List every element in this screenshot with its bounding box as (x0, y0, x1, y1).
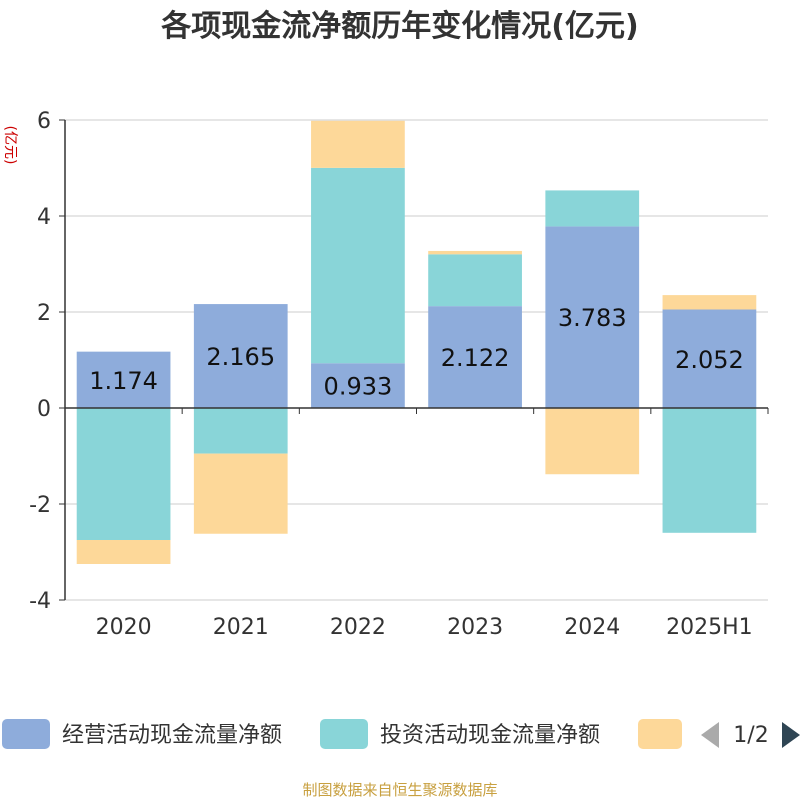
bar-segment-2024-s0[interactable] (545, 226, 640, 408)
legend: 经营活动现金流量净额 投资活动现金流量净额 1/2 (2, 719, 800, 749)
bar-segment-2023-s0[interactable] (428, 306, 522, 408)
bar-segment-2021-s2[interactable] (193, 453, 288, 534)
bar-segment-2020-s2[interactable] (76, 540, 171, 564)
bar-segment-2025H1-s0[interactable] (662, 309, 757, 408)
y-tick-label: -2 (29, 493, 51, 518)
y-tick-label: 2 (37, 301, 51, 326)
y-tick-label: 0 (37, 397, 51, 422)
bar-segment-2023-s1[interactable] (428, 254, 522, 307)
bar-segment-2020-s0[interactable] (76, 351, 171, 408)
legend-swatch-operating[interactable] (2, 719, 50, 749)
bar-segment-2022-s2[interactable] (311, 120, 405, 168)
bar-segment-2023-s2[interactable] (428, 250, 522, 255)
data-source-footer: 制图数据来自恒生聚源数据库 (302, 781, 497, 799)
bar-segment-2025H1-s1[interactable] (662, 408, 757, 533)
bar-segment-2022-s1[interactable] (311, 167, 405, 364)
legend-swatch-financing[interactable] (638, 719, 682, 749)
legend-label-operating[interactable]: 经营活动现金流量净额 (62, 723, 282, 748)
grid-lines (65, 119, 768, 601)
data-label-2020: 1.174 (89, 367, 158, 395)
legend-prev-page-icon[interactable] (701, 722, 719, 748)
data-labels: 1.174 2.165 0.933 2.122 3.783 2.052 (89, 304, 744, 400)
data-label-2025H1: 2.052 (675, 346, 744, 374)
x-tick-label: 2022 (330, 615, 386, 640)
y-tick-label: -4 (29, 589, 51, 614)
legend-label-investing[interactable]: 投资活动现金流量净额 (380, 723, 600, 748)
legend-page-indicator: 1/2 (733, 723, 768, 748)
bar-segment-2024-s2[interactable] (545, 408, 640, 475)
x-tick-label: 2020 (96, 615, 152, 640)
x-tick-label: 2025H1 (666, 615, 753, 640)
x-tick-label: 2021 (213, 615, 269, 640)
y-tick-label: 4 (37, 205, 51, 230)
y-tick-label: 6 (37, 109, 51, 134)
bar-segment-2021-s1[interactable] (193, 408, 288, 454)
bars (76, 120, 757, 564)
data-label-2024: 3.783 (558, 304, 627, 332)
bar-segment-2022-s0[interactable] (311, 363, 405, 408)
bar-segment-2020-s1[interactable] (76, 408, 171, 540)
data-label-2022: 0.933 (324, 373, 393, 401)
y-axis-label: (亿元) (2, 126, 18, 165)
bar-segment-2025H1-s2[interactable] (662, 295, 757, 310)
legend-swatch-investing[interactable] (320, 719, 368, 749)
x-tick-label: 2023 (447, 615, 503, 640)
chart-title: 各项现金流净额历年变化情况(亿元) (160, 9, 638, 44)
legend-next-page-icon[interactable] (782, 722, 800, 748)
data-label-2021: 2.165 (206, 343, 275, 371)
x-tick-label: 2024 (564, 615, 620, 640)
data-label-2023: 2.122 (441, 344, 510, 372)
bar-segment-2024-s1[interactable] (545, 190, 640, 227)
bar-segment-2021-s0[interactable] (193, 304, 288, 408)
axes: -4 -2 0 2 4 6 2020 2021 2022 2023 2024 2025H1 (29, 109, 769, 640)
